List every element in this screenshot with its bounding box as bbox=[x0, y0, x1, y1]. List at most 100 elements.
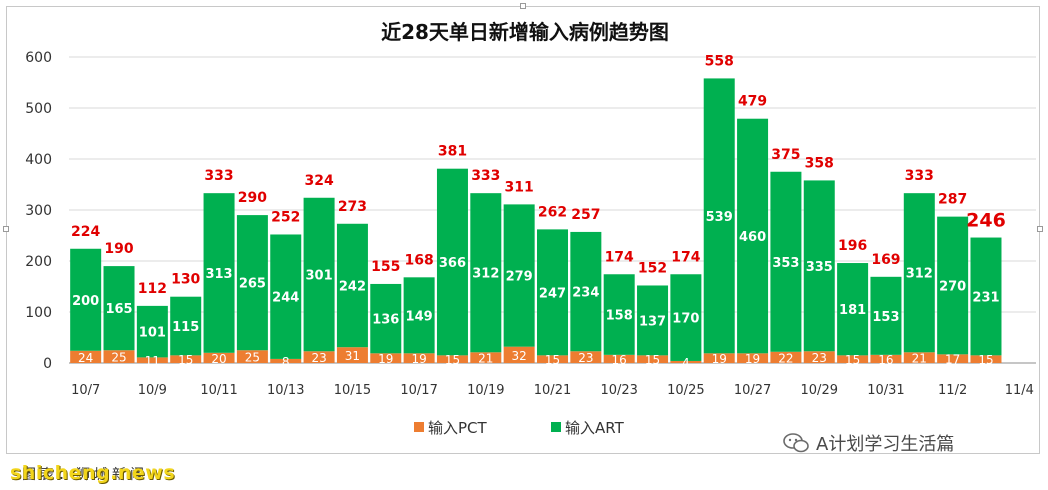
x-tick-label: 10/27 bbox=[734, 383, 771, 398]
data-label-total: 190 bbox=[104, 241, 133, 257]
bar-pct bbox=[136, 357, 168, 363]
data-label-pct: 32 bbox=[512, 349, 527, 363]
data-label-total: 246 bbox=[966, 210, 1006, 232]
data-label-art: 149 bbox=[406, 309, 433, 324]
bar-pct bbox=[103, 350, 135, 363]
bar-art bbox=[670, 274, 702, 361]
resize-handle-top[interactable] bbox=[520, 3, 526, 9]
bar-art bbox=[603, 274, 635, 355]
x-tick-label: 10/19 bbox=[467, 383, 504, 398]
data-label-pct: 4 bbox=[682, 356, 690, 370]
data-label-total: 333 bbox=[471, 168, 500, 184]
data-label-total: 130 bbox=[171, 272, 200, 288]
data-label-total: 152 bbox=[638, 260, 667, 276]
bar-art bbox=[770, 171, 802, 352]
bar-art bbox=[103, 266, 135, 351]
bar-art bbox=[336, 223, 368, 348]
y-tick-label: 400 bbox=[25, 152, 52, 168]
data-label-total: 287 bbox=[938, 192, 967, 208]
data-label-art: 137 bbox=[639, 314, 666, 329]
x-tick-label: 10/23 bbox=[600, 383, 637, 398]
data-label-total: 290 bbox=[238, 190, 267, 206]
data-label-total: 174 bbox=[605, 249, 634, 265]
data-label-pct: 15 bbox=[445, 353, 460, 367]
data-label-pct: 15 bbox=[645, 353, 660, 367]
data-label-art: 353 bbox=[772, 256, 799, 271]
bar-pct bbox=[270, 358, 302, 363]
data-label-pct: 23 bbox=[578, 351, 593, 365]
bars bbox=[70, 78, 1002, 363]
data-label-pct: 15 bbox=[845, 353, 860, 367]
wechat-icon bbox=[783, 433, 809, 453]
bar-art bbox=[236, 215, 268, 351]
x-tick-label: 10/17 bbox=[400, 383, 437, 398]
data-label-art: 234 bbox=[572, 286, 599, 301]
bar-pct bbox=[236, 350, 268, 363]
data-label-total: 324 bbox=[304, 173, 333, 189]
bar-pct bbox=[970, 355, 1002, 363]
data-label-total: 168 bbox=[405, 252, 434, 268]
bar-pct bbox=[603, 354, 635, 363]
resize-handle-right[interactable] bbox=[1037, 226, 1043, 232]
data-label-art: 247 bbox=[539, 286, 566, 301]
x-tick-label: 11/4 bbox=[1005, 383, 1034, 398]
x-tick-label: 10/11 bbox=[200, 383, 237, 398]
data-label-art: 279 bbox=[506, 270, 533, 285]
bar-pct bbox=[770, 351, 802, 363]
data-label-pct: 16 bbox=[612, 353, 627, 367]
bar-art bbox=[703, 78, 735, 354]
data-label-art: 242 bbox=[339, 279, 366, 294]
x-tick-label: 10/15 bbox=[334, 383, 371, 398]
data-label-total: 558 bbox=[705, 53, 734, 69]
data-label-total: 479 bbox=[738, 94, 767, 110]
bar-art bbox=[803, 180, 835, 352]
data-label-art: 270 bbox=[939, 279, 966, 294]
bar-pct bbox=[170, 355, 202, 363]
bar-art bbox=[537, 229, 568, 356]
legend-swatch-art bbox=[551, 422, 561, 432]
data-label-pct: 25 bbox=[111, 351, 126, 365]
data-label-pct: 23 bbox=[812, 351, 827, 365]
y-axis: 0 100 200 300 400 500 600 bbox=[25, 50, 52, 372]
account-watermark: A计划学习生活篇 bbox=[782, 430, 954, 456]
legend-label-art: 输入ART bbox=[565, 419, 625, 437]
resize-handle-left[interactable] bbox=[3, 226, 9, 232]
data-label-total: 112 bbox=[138, 281, 167, 297]
y-tick-label: 300 bbox=[25, 203, 52, 219]
data-label-art: 170 bbox=[672, 312, 699, 327]
data-label-total: 381 bbox=[438, 144, 467, 160]
bar-pct bbox=[436, 355, 468, 363]
data-label-pct: 19 bbox=[712, 352, 727, 366]
bar-pct bbox=[937, 354, 969, 363]
legend-swatch-pct bbox=[414, 422, 424, 432]
data-label-art: 231 bbox=[972, 290, 999, 305]
data-label-art: 539 bbox=[706, 210, 733, 225]
data-label-total: 196 bbox=[838, 238, 867, 254]
data-label-art: 312 bbox=[906, 267, 933, 282]
x-tick-label: 10/13 bbox=[267, 383, 304, 398]
y-tick-label: 500 bbox=[25, 101, 52, 117]
data-label-total: 224 bbox=[71, 224, 100, 240]
bar-pct bbox=[503, 346, 535, 363]
bar-pct bbox=[837, 355, 869, 363]
bar-pct bbox=[670, 360, 702, 363]
data-label-pct: 24 bbox=[78, 351, 93, 365]
chart-caption: 图表：狮城新闻 bbox=[22, 467, 148, 483]
bar-pct bbox=[637, 355, 669, 363]
bar-art bbox=[303, 197, 335, 352]
y-tick-label: 200 bbox=[25, 254, 52, 270]
data-label-pct: 21 bbox=[478, 352, 493, 366]
bar-art bbox=[903, 193, 935, 353]
data-label-art: 165 bbox=[105, 302, 132, 317]
bar-art bbox=[270, 234, 302, 359]
data-label-art: 200 bbox=[72, 294, 99, 309]
bar-art bbox=[436, 168, 468, 356]
data-label-total: 252 bbox=[271, 209, 300, 225]
bar-pct bbox=[370, 353, 402, 363]
data-label-pct: 15 bbox=[978, 353, 993, 367]
data-label-art: 136 bbox=[372, 313, 399, 328]
bar-art bbox=[70, 248, 102, 351]
data-label-total: 174 bbox=[671, 249, 700, 265]
y-tick-label: 100 bbox=[25, 305, 52, 321]
